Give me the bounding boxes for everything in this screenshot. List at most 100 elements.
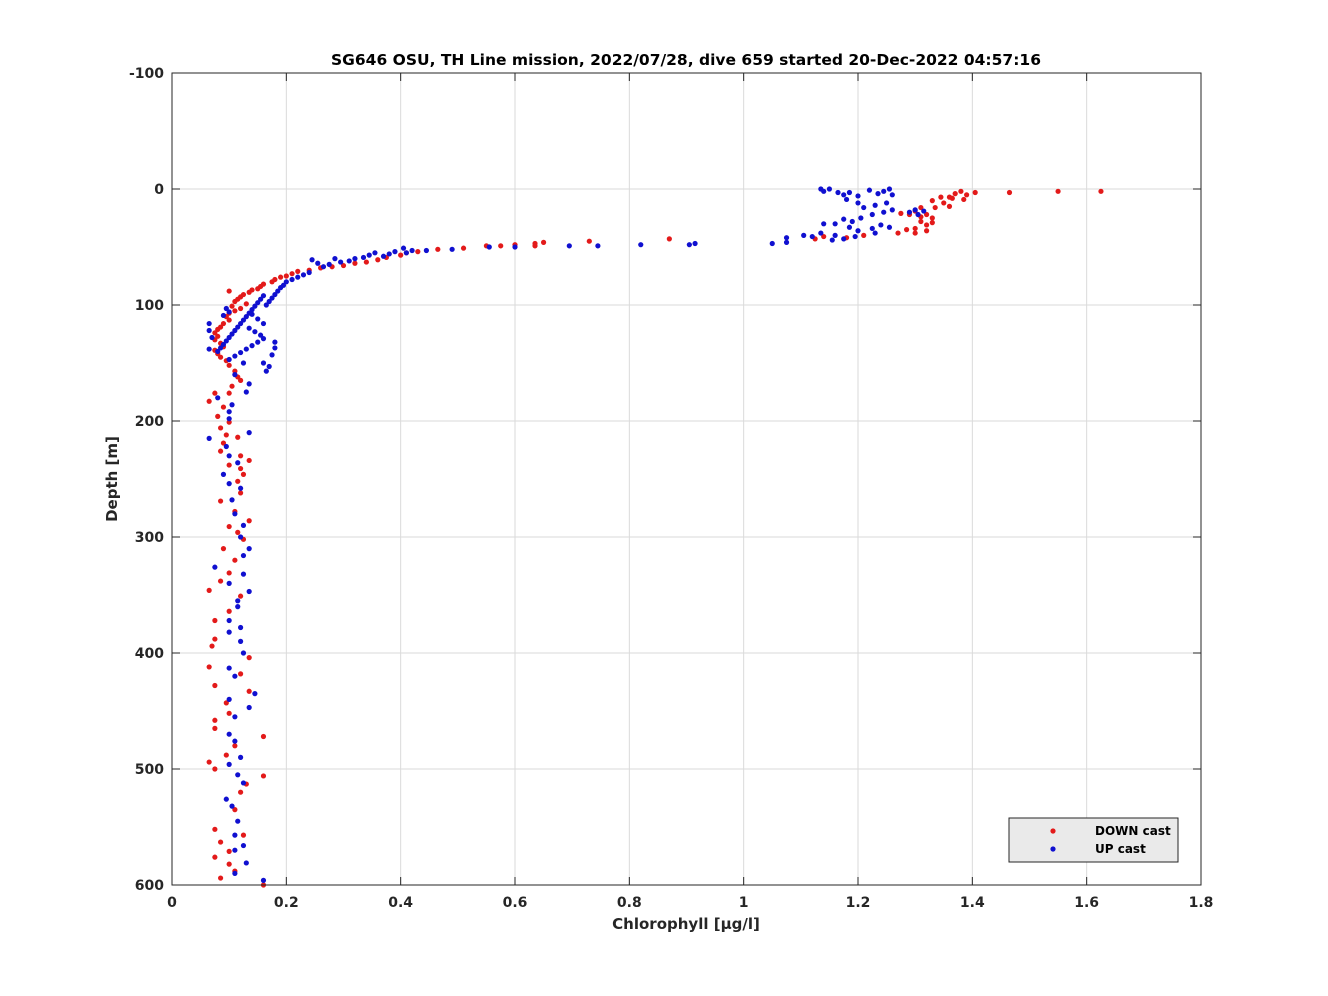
up-cast-point: [212, 564, 218, 570]
down-cast-point: [212, 717, 218, 723]
up-cast-point: [215, 395, 221, 401]
down-cast-point: [295, 268, 301, 274]
up-cast-point: [223, 338, 229, 344]
down-cast-point: [946, 203, 953, 209]
down-cast-point: [246, 457, 252, 464]
up-cast-point: [220, 312, 227, 319]
down-cast-point: [586, 238, 592, 244]
y-tick-label: -100: [129, 66, 164, 82]
up-cast-point: [269, 295, 275, 301]
up-cast-point: [875, 191, 881, 197]
y-tick-label: 100: [135, 298, 164, 314]
down-cast-point: [223, 432, 229, 438]
up-cast-point: [889, 192, 895, 198]
up-cast-point: [855, 193, 861, 199]
up-cast-point: [232, 353, 238, 359]
up-cast-point: [872, 202, 878, 208]
up-cast-point: [223, 305, 229, 312]
axis-ticks: 0 0.2 0.4 0.6 0.8 1 1.2 1.4 1.6 1.8 -100 0 100 200 300…: [129, 66, 1213, 911]
down-cast-point: [226, 848, 232, 854]
up-cast-point: [300, 272, 307, 278]
down-cast-point: [206, 398, 212, 404]
down-cast-point: [246, 655, 252, 661]
up-cast-point: [260, 877, 267, 883]
up-cast-point: [246, 704, 252, 711]
up-cast-point: [832, 221, 838, 227]
up-cast-point: [486, 244, 492, 250]
up-cast-point: [206, 327, 212, 334]
up-cast-point: [269, 352, 275, 358]
up-cast-point: [801, 232, 807, 238]
up-cast-point: [449, 246, 455, 252]
up-cast-point: [240, 571, 247, 577]
up-cast-point: [783, 235, 790, 241]
x-tick-label: 0.8: [617, 895, 642, 911]
up-cast-point: [229, 803, 235, 809]
y-axis-label: Depth [m]: [103, 436, 121, 522]
up-cast-point: [226, 731, 232, 737]
down-cast-point: [238, 465, 244, 472]
up-cast-point: [255, 300, 261, 306]
up-cast-point: [226, 309, 232, 315]
up-cast-point: [906, 209, 913, 215]
x-tick-label: 1: [739, 895, 749, 911]
up-cast-point: [235, 818, 241, 824]
down-cast-point: [238, 671, 244, 677]
down-cast-point: [217, 839, 224, 845]
up-cast-point: [249, 311, 255, 317]
down-cast-point: [255, 286, 261, 292]
down-cast-point: [903, 227, 910, 233]
up-cast-point: [246, 588, 252, 595]
up-cast-point: [595, 243, 601, 249]
up-cast-point: [240, 552, 247, 559]
up-cast-point: [849, 218, 855, 225]
down-cast-point: [238, 789, 244, 795]
up-cast-point: [846, 224, 853, 230]
up-cast-point: [392, 249, 398, 255]
x-tick-label: 0.4: [388, 895, 413, 911]
up-cast-point: [246, 325, 252, 331]
down-cast-point: [924, 211, 930, 218]
legend-label-down: DOWN cast: [1095, 824, 1171, 838]
up-cast-point: [240, 650, 247, 656]
down-cast-point: [220, 320, 227, 327]
grid-lines: [172, 73, 1201, 885]
down-cast-point: [929, 215, 935, 221]
y-tick-label: 600: [135, 878, 164, 894]
up-cast-point: [226, 409, 232, 415]
up-cast-point: [252, 691, 258, 697]
up-cast-point: [260, 320, 267, 327]
down-cast-point: [246, 518, 252, 524]
legend: DOWN cast UP cast: [1008, 817, 1179, 863]
up-cast-point: [226, 696, 232, 703]
up-cast-point: [223, 796, 229, 802]
x-tick-label: 0.6: [503, 895, 528, 911]
down-cast-point: [415, 249, 421, 255]
down-cast-point: [235, 478, 241, 484]
up-cast-point: [238, 485, 244, 491]
up-cast-point: [861, 204, 867, 211]
up-cast-point: [238, 638, 244, 645]
up-cast-point: [835, 189, 841, 196]
down-cast-point: [206, 587, 212, 593]
up-cast-point: [226, 334, 232, 341]
x-tick-label: 1.2: [846, 895, 871, 911]
up-cast-point: [240, 317, 247, 323]
up-cast-point: [215, 348, 221, 354]
up-cast-point: [243, 389, 249, 395]
up-cast-point: [566, 243, 572, 249]
down-cast-point: [918, 218, 924, 225]
down-cast-point: [246, 688, 252, 694]
up-cast-point: [246, 430, 252, 436]
down-cast-point: [460, 245, 467, 251]
up-cast-point: [272, 339, 278, 345]
down-cast-point: [964, 192, 970, 198]
down-cast-point: [949, 195, 955, 201]
down-cast-point: [217, 448, 224, 454]
down-cast-point: [952, 191, 958, 197]
up-cast-point: [206, 346, 212, 352]
up-cast-point: [852, 233, 858, 240]
down-cast-point: [223, 752, 229, 758]
down-cast-point: [217, 354, 224, 360]
